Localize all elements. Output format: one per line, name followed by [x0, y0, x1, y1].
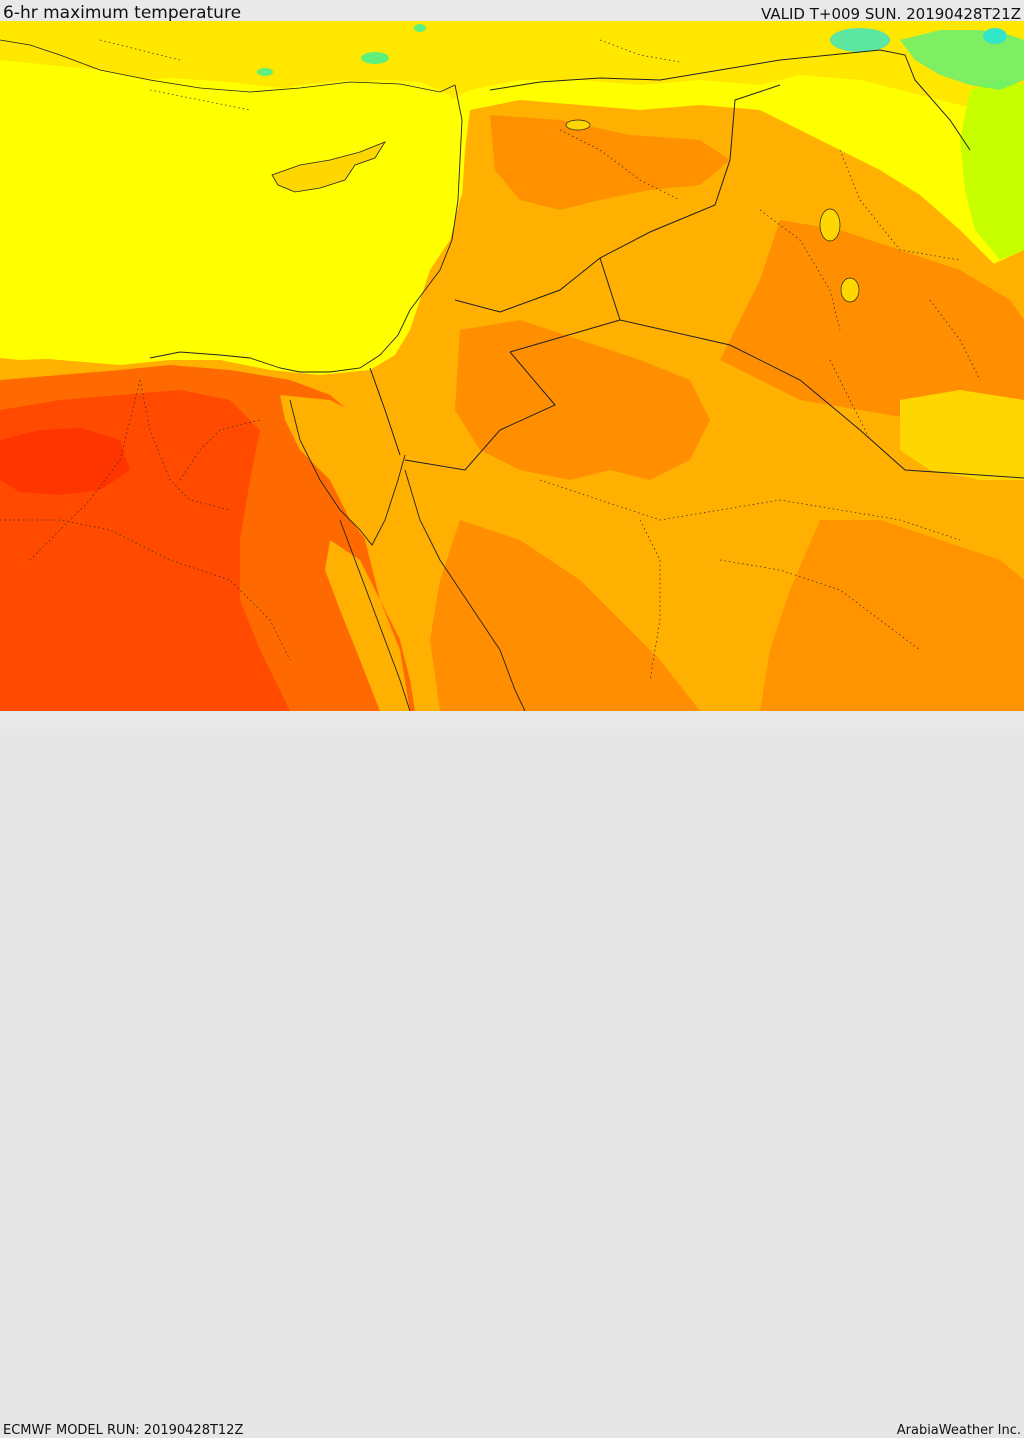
green-spot-3 — [414, 24, 426, 32]
model-run-label: ECMWF MODEL RUN: 20190428T12Z — [3, 1423, 244, 1438]
syria-jordan-border — [454, 84, 781, 313]
green-spot-1 — [361, 52, 389, 64]
brand-label: ArabiaWeather Inc. — [896, 1423, 1021, 1438]
northeast-lime — [960, 80, 1024, 260]
lake-habbaniyah — [840, 277, 860, 303]
footer-bar: ECMWF MODEL RUN: 20190428T12Z ArabiaWeat… — [0, 711, 1024, 1438]
header-bar: 6-hr maximum temperature VALID T+009 SUN… — [0, 0, 1024, 23]
map-title: 6-hr maximum temperature — [3, 3, 242, 23]
lake-assad — [565, 119, 591, 131]
orange-patch-center — [455, 320, 710, 480]
sinai-amber — [280, 395, 400, 545]
green-spot-2 — [257, 68, 273, 76]
orange-patch-north — [490, 115, 730, 210]
orange-patch-southeast — [760, 520, 1024, 711]
jordan-saudi-border — [404, 351, 556, 471]
arabia-coastline — [404, 469, 526, 711]
mediterranean-sea — [0, 78, 455, 370]
turkey-coastline — [0, 39, 456, 93]
turkey-syria-border — [489, 49, 971, 151]
dotted-boundaries — [0, 39, 981, 681]
red-sea-coast — [325, 540, 410, 711]
cyan-spot-1 — [983, 28, 1007, 44]
northeast-green — [900, 30, 1024, 90]
egypt-red-spot — [0, 428, 130, 495]
temperature-map[interactable] — [0, 21, 1024, 711]
levant-coastline — [149, 84, 463, 373]
valid-time: VALID T+009 SUN. 20190428T21Z — [761, 5, 1021, 23]
cyprus — [271, 141, 386, 193]
red-sea-coastline — [339, 519, 411, 711]
lake-tharthar — [819, 208, 841, 242]
egypt-israel-border — [369, 367, 401, 456]
sinai-coastline — [289, 399, 406, 546]
cyan-spot-2 — [830, 28, 890, 52]
east-gold-band — [900, 390, 1024, 480]
orange-patch-south — [430, 520, 700, 711]
jordan-iraq-border — [509, 319, 621, 353]
